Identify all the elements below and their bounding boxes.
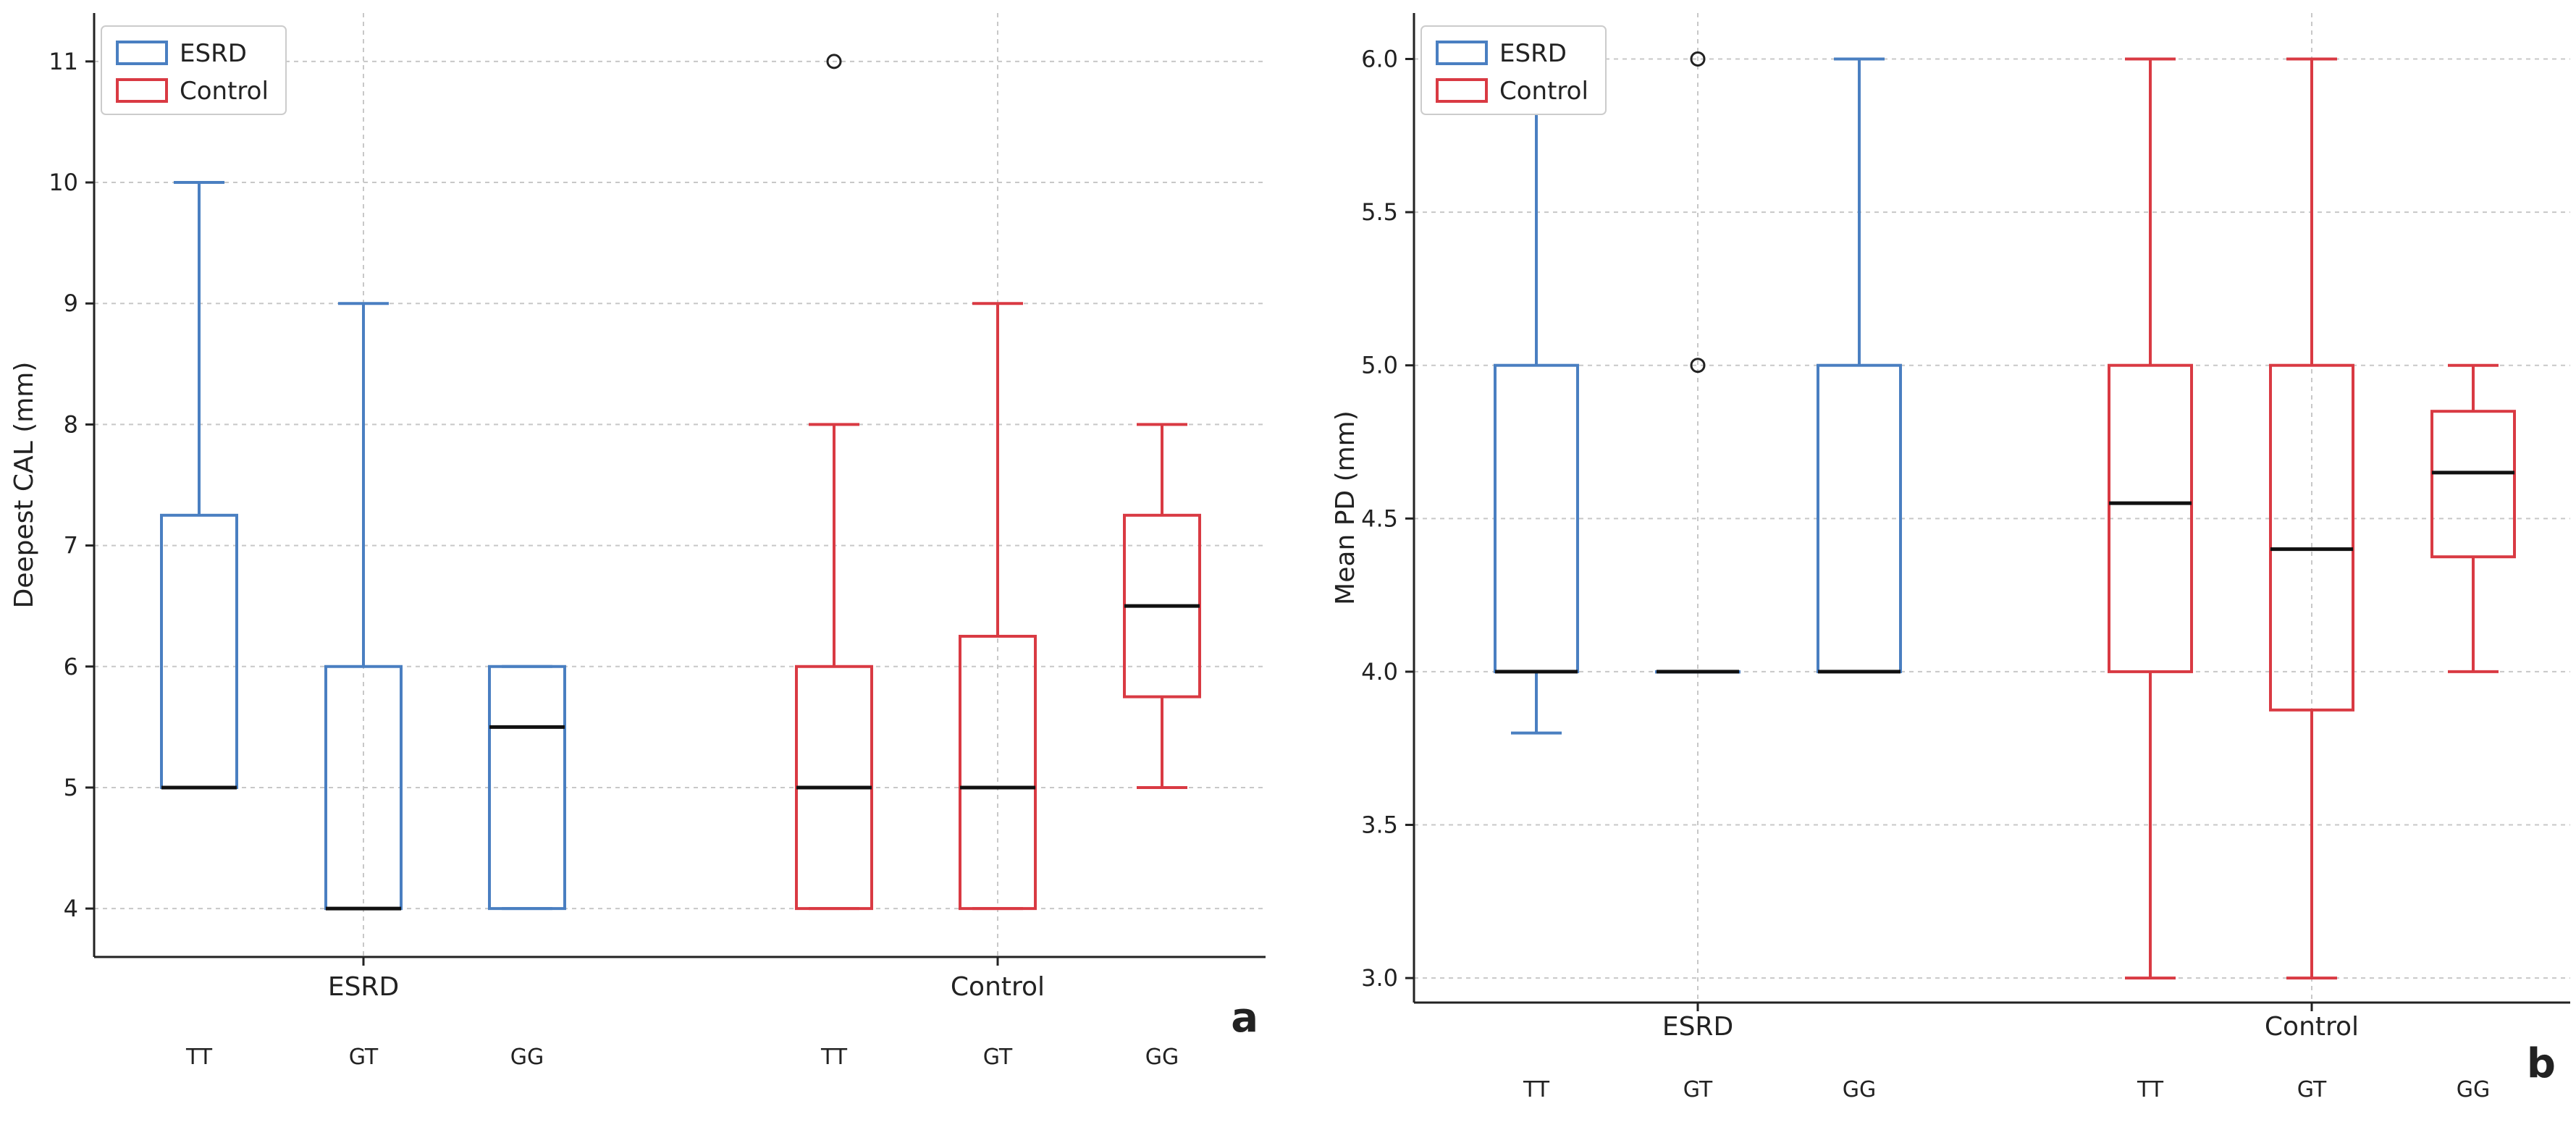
box-control-gg [2430, 363, 2516, 673]
outlier-point [1690, 51, 1706, 67]
legend-label-esrd: ESRD [180, 39, 247, 68]
x-category-label: GG [510, 1045, 544, 1070]
box-iqr [2269, 363, 2354, 712]
outlier-point [826, 54, 842, 69]
box-control-tt [795, 54, 873, 911]
box-iqr [2108, 363, 2193, 673]
legend-swatch-esrd [1436, 41, 1488, 65]
box-esrd-tt [160, 181, 238, 790]
x-group-label: Control [2265, 1012, 2359, 1042]
y-tick-label: 4.0 [1361, 658, 1398, 686]
y-tick-label: 3.0 [1361, 964, 1398, 992]
x-category-label: GT [1683, 1077, 1713, 1102]
y-tick-label: 9 [64, 290, 78, 317]
y-tick-label: 4.5 [1361, 505, 1398, 532]
panel-a: 4 5 6 7 8 9 10 11 Deepest CAL (mm) ESRD Control TT G… [9, 13, 1266, 1070]
box-control-gt [959, 302, 1037, 911]
y-tick-label: 10 [49, 169, 78, 196]
legend-label-control: Control [1499, 77, 1588, 106]
legend-label-esrd: ESRD [1499, 39, 1567, 68]
x-category-label: GG [1145, 1045, 1179, 1070]
x-category-label: GT [2297, 1077, 2327, 1102]
box-esrd-gg [1817, 57, 1902, 674]
x-group-label: ESRD [328, 972, 399, 1002]
x-category-label: TT [1523, 1077, 1550, 1102]
y-axis-label: Mean PD (mm) [1331, 410, 1360, 605]
y-tick-label: 6 [64, 653, 78, 680]
y-axis-label: Deepest CAL (mm) [9, 362, 39, 609]
y-tick-label: 7 [64, 532, 78, 560]
x-category-label: GT [349, 1045, 379, 1070]
x-category-label: TT [185, 1045, 213, 1070]
legend-frame [1420, 25, 1607, 115]
y-tick-label: 5.0 [1361, 352, 1398, 379]
y-tick-label: 4 [64, 895, 78, 922]
x-group-label: Control [951, 972, 1045, 1002]
y-tick-label: 6.0 [1361, 45, 1398, 72]
box-esrd-gt [1655, 51, 1741, 674]
y-tick-label: 8 [64, 410, 78, 438]
x-category-label: GG [2457, 1077, 2491, 1102]
x-group-label: ESRD [1662, 1012, 1733, 1042]
x-category-label: TT [820, 1045, 848, 1070]
box-esrd-gt [324, 302, 403, 911]
box-esrd-tt [1494, 57, 1579, 735]
panel-letter: b [2527, 1040, 2556, 1087]
box-iqr [2430, 410, 2516, 559]
x-category-label: TT [2137, 1077, 2164, 1102]
box-iqr [160, 513, 238, 789]
legend-label-control: Control [180, 77, 269, 106]
y-tick-label: 5 [64, 774, 78, 801]
x-category-label: GG [1843, 1077, 1877, 1102]
box-control-tt [2108, 57, 2193, 980]
box-control-gg [1123, 423, 1201, 789]
legend-swatch-control [116, 78, 168, 103]
legend-swatch-control [1436, 78, 1488, 103]
x-category-label: GT [983, 1045, 1013, 1070]
box-control-gt [2269, 57, 2354, 980]
legend: ESRD Control [1420, 25, 1607, 115]
box-esrd-gg [488, 665, 566, 911]
panel-b: 3.0 3.5 4.0 4.5 5.0 5.5 6.0 Mean PD (mm) ESRD Con… [1331, 13, 2570, 1102]
outlier-point [1690, 358, 1706, 374]
box-iqr [959, 634, 1037, 911]
y-tick-label: 5.5 [1361, 198, 1398, 226]
y-tick-label: 3.5 [1361, 811, 1398, 839]
box-iqr [488, 665, 566, 911]
legend-frame [101, 25, 287, 115]
y-tick-label: 11 [49, 48, 78, 75]
legend: ESRD Control [101, 25, 287, 115]
panel-letter: a [1231, 995, 1258, 1042]
legend-swatch-esrd [116, 41, 168, 65]
